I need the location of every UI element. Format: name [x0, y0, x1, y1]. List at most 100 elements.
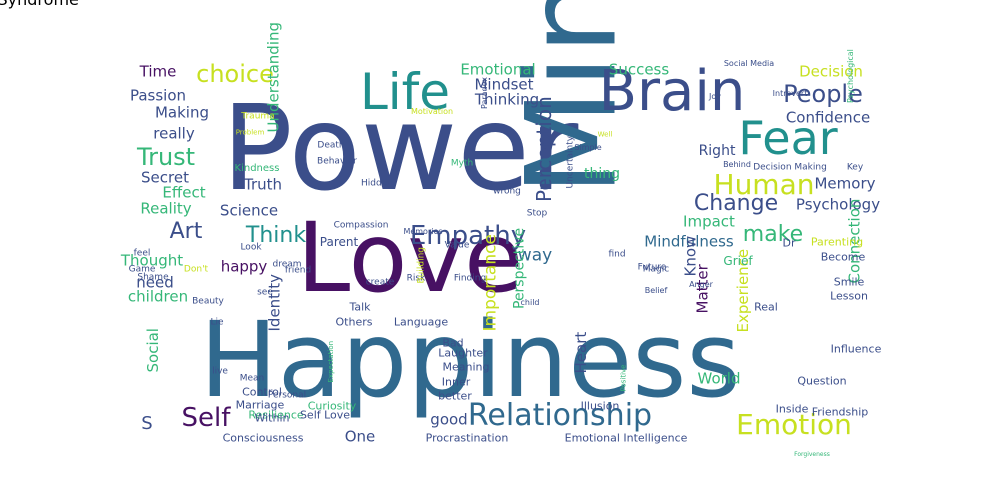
word-imposter-syndrome: Imposter Syndrome	[0, 0, 79, 8]
word-science: Science	[219, 201, 279, 220]
word-expectation: Expectation	[327, 340, 336, 383]
word-life: Life	[359, 63, 451, 121]
word-perspective: Perspective	[511, 227, 528, 309]
word-better: better	[438, 389, 472, 403]
word-people: People	[783, 80, 863, 108]
word-risk: Risk	[406, 273, 426, 284]
word-compassion: Compassion	[333, 220, 389, 231]
word-change: Change	[693, 191, 779, 216]
word-child: child	[520, 298, 540, 307]
word-behavior: Behavior	[317, 156, 357, 167]
word-one: One	[344, 427, 376, 446]
word-truth: Truth	[243, 175, 283, 194]
word-impact: Impact	[683, 212, 735, 231]
word-choice: choice	[196, 60, 274, 88]
word-relationship: Relationship	[467, 398, 653, 433]
word-bad: Bad	[442, 336, 464, 350]
word-emotion: Emotion	[736, 408, 852, 441]
word-social-media: Social Media	[723, 59, 775, 68]
word-shame: Shame	[137, 272, 169, 283]
word-illusion: Illusion	[580, 399, 620, 413]
word-human: Human	[713, 168, 815, 201]
word-empathy: Empathy	[409, 221, 527, 251]
word-trauma: Trauma	[241, 111, 275, 122]
word-fear: Fear	[738, 111, 838, 165]
word-others: Others	[335, 315, 373, 329]
word-memory: Memory	[814, 174, 876, 193]
word-language: Language	[393, 315, 449, 329]
word-value: Value	[444, 240, 470, 251]
word-emotional: Emotional	[460, 60, 536, 79]
word-wrong: wrong	[493, 186, 521, 197]
word-belief: Belief	[644, 286, 668, 295]
word-success: Success	[608, 60, 670, 79]
word-magic: Magic	[642, 264, 670, 275]
word-uncertainty: Uncertainty	[565, 135, 576, 189]
word-stop: Stop	[526, 208, 548, 219]
word-psychological: Psychological	[846, 49, 856, 103]
word-paradox: Paradox	[479, 76, 489, 109]
word-art: Art	[169, 219, 203, 244]
word-psychology: Psychology	[795, 195, 881, 214]
word-lesson: Lesson	[830, 289, 868, 303]
word-problem: Problem	[235, 128, 265, 137]
word-self: Self	[181, 403, 231, 433]
word-happiness: Happiness	[199, 299, 741, 421]
word-finding: Finding	[453, 273, 487, 284]
word-children: children	[127, 287, 189, 306]
word-self-love: Self Love	[299, 408, 351, 422]
word-trust: Trust	[136, 143, 196, 171]
word-anger: Anger	[689, 280, 713, 289]
word-influence: Influence	[830, 342, 882, 356]
word-good: good	[430, 410, 468, 429]
word-control: Control	[242, 385, 282, 399]
word-thought: Thought	[120, 251, 184, 270]
word-confidence: Confidence	[785, 108, 871, 127]
word-way: way	[517, 245, 553, 266]
word-look: Look	[240, 242, 262, 253]
word-parenting: Parenting	[810, 235, 864, 249]
word-question: Question	[797, 374, 847, 388]
word-behind: Behind	[723, 160, 751, 169]
word-future: Future	[637, 262, 667, 273]
word-real: Real	[754, 300, 778, 314]
word-laughter: Laughter	[438, 346, 488, 360]
word-mean: Mean	[239, 373, 265, 384]
word-procrastination: Procrastination	[425, 431, 509, 445]
word-motivation: Motivation	[410, 107, 454, 116]
word-effect: Effect	[162, 183, 206, 202]
word-emotional-intelligence: Emotional Intelligence	[564, 431, 688, 445]
word-create: create	[365, 277, 395, 288]
word-see: see	[257, 287, 273, 298]
word-live: live	[212, 366, 228, 377]
word-inner: Inner	[441, 375, 471, 389]
word-right: Right	[698, 143, 736, 159]
word-making: Making	[154, 103, 210, 122]
word-time: Time	[139, 62, 177, 81]
word-power: Power	[221, 79, 579, 217]
word-become: Become	[820, 250, 866, 264]
word-inside: Inside	[775, 402, 809, 416]
word-building: Building	[416, 246, 427, 284]
word-really: really	[153, 124, 195, 143]
word-smile: Smile	[833, 275, 865, 289]
word-decision-making: Decision Making	[753, 162, 827, 173]
word-resilience: Resilience	[248, 408, 304, 422]
word-feel: feel	[133, 248, 151, 259]
word-passion: Passion	[129, 86, 187, 105]
word-grief: Grief	[723, 254, 753, 268]
word-need: need	[136, 273, 174, 292]
word-talk: Talk	[349, 300, 371, 314]
word-dream: dream	[272, 259, 302, 270]
word-forgiveness: Forgiveness	[794, 451, 830, 458]
word-decision: Decision	[799, 62, 863, 81]
word-beauty: Beauty	[192, 296, 224, 307]
word-think: Think	[245, 223, 307, 248]
word-world: World	[697, 369, 741, 388]
word-within: Within	[254, 411, 290, 425]
word-social: Social	[143, 328, 162, 373]
word-positive: Positive	[619, 364, 628, 392]
word-parent: Parent	[319, 235, 359, 249]
word-mindfulness: Mindfulness	[644, 232, 734, 251]
word-well: Well	[597, 130, 613, 139]
